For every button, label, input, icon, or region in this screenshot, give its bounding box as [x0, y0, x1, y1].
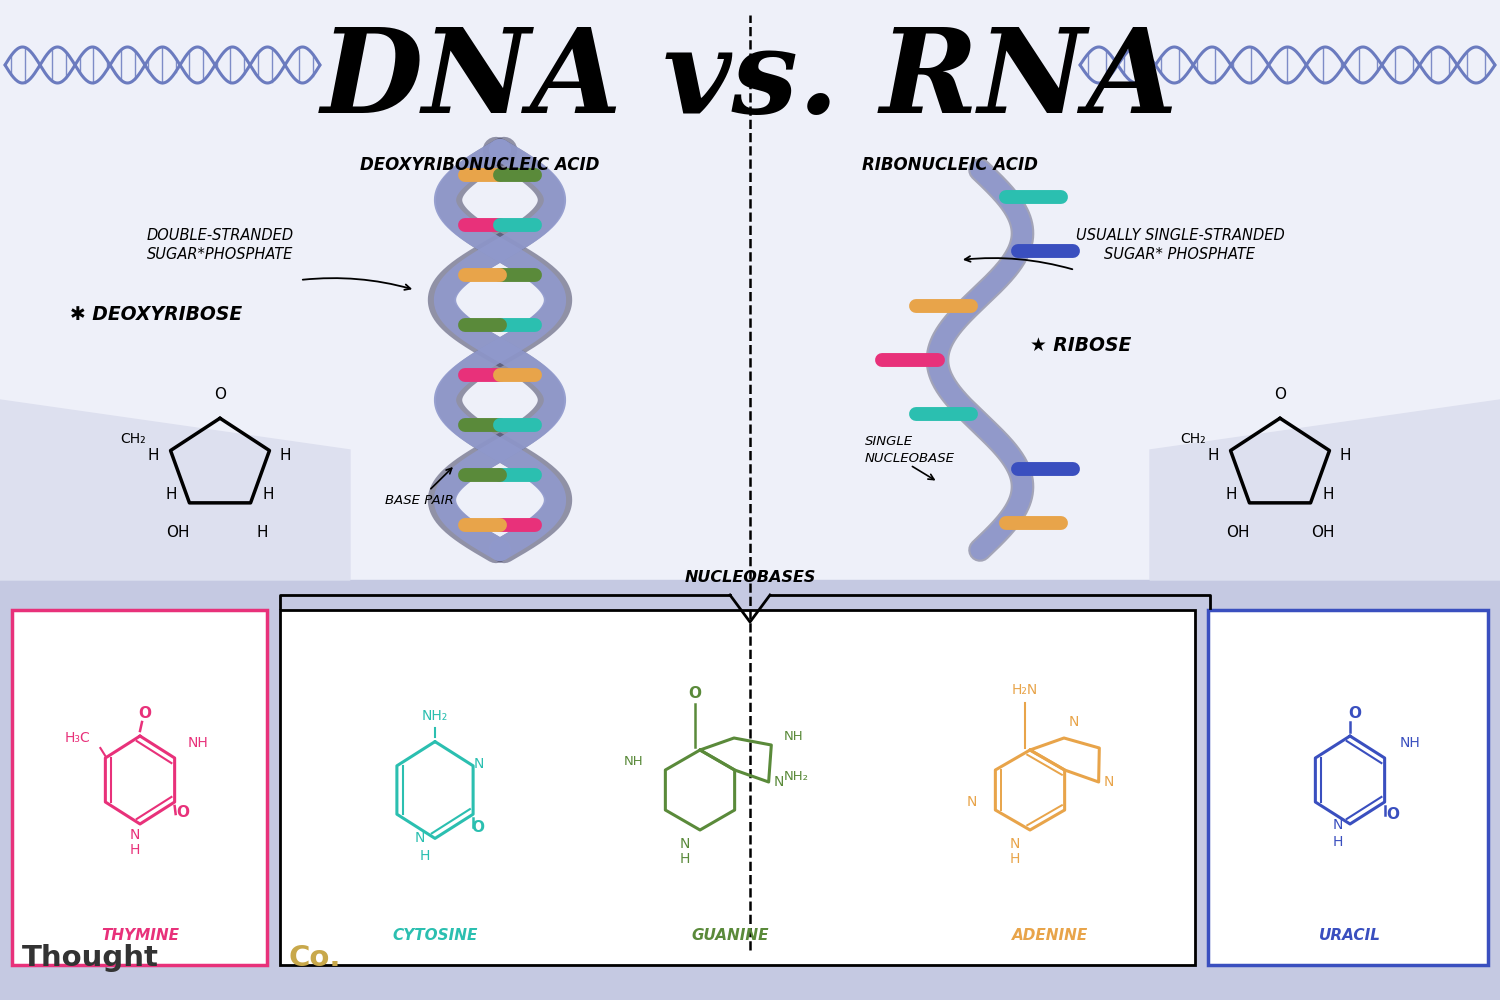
- Text: N: N: [1334, 818, 1342, 832]
- Text: N: N: [1104, 775, 1114, 789]
- Text: DEOXYRIBONUCLEIC ACID: DEOXYRIBONUCLEIC ACID: [360, 156, 600, 174]
- Polygon shape: [0, 400, 350, 580]
- Text: N: N: [774, 775, 784, 789]
- Text: O: O: [688, 686, 702, 701]
- FancyBboxPatch shape: [12, 610, 267, 965]
- Text: H₃C: H₃C: [64, 731, 90, 745]
- FancyBboxPatch shape: [1208, 610, 1488, 965]
- Text: N: N: [968, 795, 978, 809]
- Text: H: H: [130, 843, 140, 857]
- Text: N: N: [680, 837, 690, 851]
- Text: URACIL: URACIL: [1318, 928, 1382, 942]
- Text: OH: OH: [1311, 525, 1335, 540]
- Text: O: O: [214, 387, 226, 402]
- Text: NH: NH: [1400, 736, 1420, 750]
- Text: O: O: [1386, 807, 1400, 822]
- Text: Thought: Thought: [22, 944, 159, 972]
- Text: O: O: [138, 706, 152, 721]
- Text: NH₂: NH₂: [422, 709, 448, 723]
- Text: CH₂: CH₂: [1180, 432, 1206, 446]
- Text: DOUBLE-STRANDED
SUGAR*PHOSPHATE: DOUBLE-STRANDED SUGAR*PHOSPHATE: [147, 228, 294, 262]
- Text: N: N: [1010, 837, 1020, 851]
- Text: NH: NH: [783, 730, 802, 743]
- Text: H: H: [1208, 448, 1218, 463]
- Text: OH: OH: [1226, 525, 1250, 540]
- Text: BASE PAIR: BASE PAIR: [386, 468, 454, 506]
- Text: H: H: [256, 525, 268, 540]
- Text: ✱ DEOXYRIBOSE: ✱ DEOXYRIBOSE: [70, 306, 242, 324]
- Text: SINGLE
NUCLEOBASE: SINGLE NUCLEOBASE: [865, 435, 956, 465]
- Text: H: H: [1334, 835, 1342, 849]
- Text: OH: OH: [165, 525, 189, 540]
- Text: N: N: [130, 828, 140, 842]
- FancyBboxPatch shape: [280, 610, 1196, 965]
- Text: GUANINE: GUANINE: [692, 928, 768, 942]
- Text: NH₂: NH₂: [783, 770, 808, 783]
- Text: H: H: [1340, 448, 1352, 463]
- Text: O: O: [176, 805, 189, 820]
- Text: N: N: [414, 831, 424, 845]
- Text: H: H: [147, 448, 159, 463]
- Text: NUCLEOBASES: NUCLEOBASES: [684, 570, 816, 585]
- Text: N: N: [1070, 715, 1080, 729]
- Text: Co.: Co.: [288, 944, 340, 972]
- Text: USUALLY SINGLE-STRANDED
SUGAR* PHOSPHATE: USUALLY SINGLE-STRANDED SUGAR* PHOSPHATE: [1076, 228, 1284, 262]
- Text: NH: NH: [188, 736, 209, 750]
- Text: H₂N: H₂N: [1013, 683, 1038, 697]
- Text: H: H: [680, 852, 690, 866]
- Text: H: H: [279, 448, 291, 463]
- Text: THYMINE: THYMINE: [100, 928, 178, 942]
- Text: O: O: [1348, 706, 1362, 721]
- Text: O: O: [471, 820, 484, 835]
- Polygon shape: [1150, 400, 1500, 580]
- Text: ★ RIBOSE: ★ RIBOSE: [1030, 336, 1131, 355]
- Text: CYTOSINE: CYTOSINE: [393, 928, 477, 942]
- Text: N: N: [474, 757, 484, 771]
- Text: DNA vs. RNA: DNA vs. RNA: [321, 23, 1179, 138]
- Text: H: H: [1323, 487, 1334, 502]
- Text: H: H: [1226, 487, 1238, 502]
- Text: O: O: [1274, 387, 1286, 402]
- Text: H: H: [420, 849, 430, 863]
- Text: H: H: [166, 487, 177, 502]
- Text: H: H: [262, 487, 274, 502]
- Text: H: H: [1010, 852, 1020, 866]
- Bar: [0, 580, 1500, 1000]
- Text: ADENINE: ADENINE: [1013, 928, 1088, 942]
- Text: NH: NH: [624, 755, 644, 768]
- Text: RIBONUCLEIC ACID: RIBONUCLEIC ACID: [862, 156, 1038, 174]
- Text: CH₂: CH₂: [120, 432, 146, 446]
